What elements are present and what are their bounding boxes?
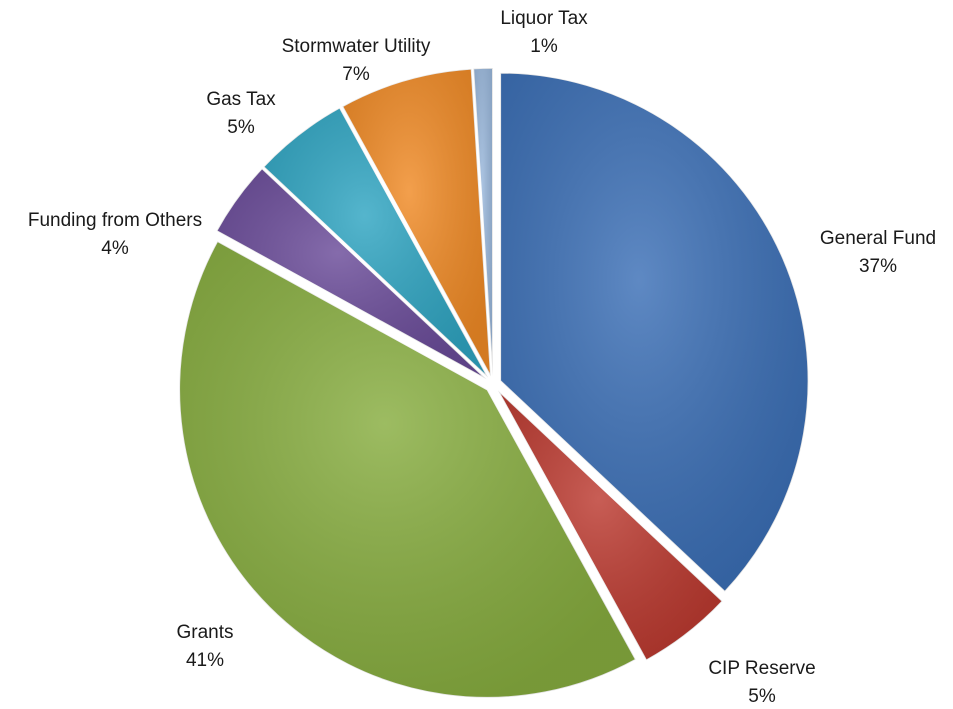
slice-label: Grants <box>176 622 233 643</box>
slice-value-label: 37% <box>859 256 897 277</box>
slice-value-label: 41% <box>186 650 224 671</box>
slice-value-label: 1% <box>530 36 558 57</box>
slice-label: Stormwater Utility <box>282 36 431 57</box>
slice-value-label: 5% <box>227 117 255 138</box>
slice-value-label: 5% <box>748 686 776 707</box>
slice-label: CIP Reserve <box>708 658 815 679</box>
slice-value-label: 4% <box>101 238 129 259</box>
labels: General Fund 37% CIP Reserve 5% Grants 41% Fun… <box>28 8 936 707</box>
slice-value-label: 7% <box>342 64 370 85</box>
slice-label: Liquor Tax <box>500 8 588 29</box>
slice-label: Funding from Others <box>28 210 202 231</box>
slice-label: General Fund <box>820 228 936 249</box>
pie <box>178 67 810 699</box>
slice-label: Gas Tax <box>206 89 276 110</box>
